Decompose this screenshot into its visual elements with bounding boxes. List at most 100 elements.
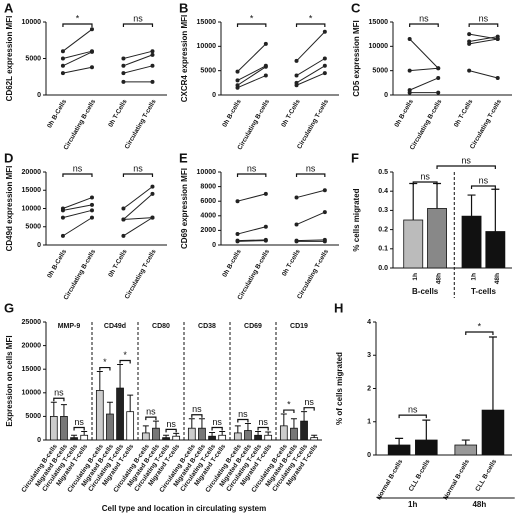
significance-label: ns (133, 13, 143, 23)
donor-point (121, 233, 126, 238)
y-axis-label: CXCR4 expression MFI (180, 15, 189, 103)
significance-bracket (145, 416, 157, 421)
donor-point (436, 66, 441, 71)
y-tick-label: 0 (367, 452, 371, 459)
y-tick-label: 25000 (22, 319, 42, 326)
y-tick-label: 10000 (369, 43, 389, 50)
bar (310, 437, 319, 441)
panel-letter: B (179, 0, 188, 15)
donor-line (123, 217, 153, 220)
donor-point (121, 217, 126, 222)
y-tick-label: 2 (367, 385, 371, 392)
donor-point (407, 37, 412, 42)
x-tick-label: Normal B-cells (376, 458, 405, 501)
donor-point (294, 239, 299, 244)
y-tick-label: 3 (367, 352, 371, 359)
significance-bracket (119, 359, 131, 364)
significance-bracket (303, 407, 315, 411)
error-bar (290, 418, 297, 429)
y-tick-label: 5000 (25, 224, 41, 231)
bar (95, 390, 104, 441)
bar (60, 415, 68, 441)
x-tick-label: Circulating B-cells (236, 98, 271, 151)
y-tick-label: 10000 (197, 43, 217, 50)
x-tick-label: 0h T-Cells (107, 248, 129, 278)
donor-line (237, 43, 267, 72)
bar (461, 215, 482, 269)
group-label: CD49d (104, 323, 126, 330)
y-tick-label: 0.0 (378, 265, 388, 272)
donor-point (89, 202, 94, 207)
y-tick-label: 5000 (25, 55, 41, 62)
y-axis-label: % of cells migrated (335, 352, 344, 425)
x-tick-label: 0h B-Cells (46, 248, 68, 279)
donor-point (60, 215, 65, 220)
y-tick-label: 15000 (197, 19, 217, 26)
bar (300, 420, 308, 441)
group-label: CD19 (290, 323, 308, 330)
error-bar (71, 434, 78, 438)
donor-point (495, 75, 500, 80)
error-bar (409, 182, 418, 220)
donor-point (467, 41, 472, 46)
significance-bracket (398, 414, 427, 419)
significance-label: ns (461, 155, 471, 165)
error-bar (433, 182, 442, 209)
donor-point (60, 49, 65, 54)
y-tick-label: 5000 (372, 68, 388, 75)
group-label: T-cells (471, 287, 496, 296)
donor-line (123, 50, 153, 59)
donor-point (407, 90, 412, 95)
significance-bracket (257, 426, 269, 431)
error-bar (106, 401, 113, 415)
donor-line (237, 193, 266, 202)
significance-label: ns (479, 13, 489, 23)
bar (126, 411, 135, 441)
bar (233, 432, 242, 441)
donor-point (150, 191, 155, 196)
y-axis-label: CD5 expression MFI (352, 20, 361, 96)
donor-point (294, 83, 299, 88)
y-tick-label: 1 (367, 419, 371, 426)
significance-bracket (62, 23, 93, 27)
significance-label: * (309, 13, 313, 23)
donor-line (62, 50, 93, 59)
error-bar (50, 401, 57, 417)
donor-point (322, 188, 327, 193)
significance-bracket (236, 23, 267, 27)
y-tick-label: 0 (212, 242, 216, 249)
donor-point (322, 63, 327, 68)
y-tick-label: 10000 (22, 390, 42, 397)
donor-point (263, 191, 268, 196)
error-bar (311, 434, 318, 438)
donor-line (296, 189, 325, 199)
y-tick-label: 0.2 (378, 226, 388, 233)
donor-line (469, 70, 498, 79)
donor-point (60, 233, 65, 238)
significance-bracket (53, 397, 65, 402)
donor-point (121, 63, 126, 68)
y-tick-label: 4000 (200, 213, 216, 220)
significance-bracket (295, 23, 326, 27)
donor-line (237, 65, 267, 81)
error-bar (422, 419, 431, 441)
donor-point (235, 232, 240, 237)
donor-point (121, 71, 126, 76)
x-tick-label: 0h B-cells (221, 248, 243, 278)
error-bar (209, 431, 216, 437)
x-tick-label: 0h T-Cells (453, 98, 475, 128)
donor-line (409, 67, 439, 72)
donor-point (60, 63, 65, 68)
donor-line (62, 217, 93, 237)
y-axis-label: Expression on cells MFI (5, 335, 14, 426)
donor-point (235, 199, 240, 204)
significance-label: ns (306, 163, 316, 173)
donor-point (150, 52, 155, 57)
x-tick-label: 0h T-Cells (107, 98, 129, 128)
significance-bracket (465, 331, 494, 335)
significance-bracket (211, 426, 223, 431)
significance-bracket (436, 165, 496, 169)
significance-label: ns (238, 409, 248, 419)
significance-bracket (237, 418, 249, 423)
